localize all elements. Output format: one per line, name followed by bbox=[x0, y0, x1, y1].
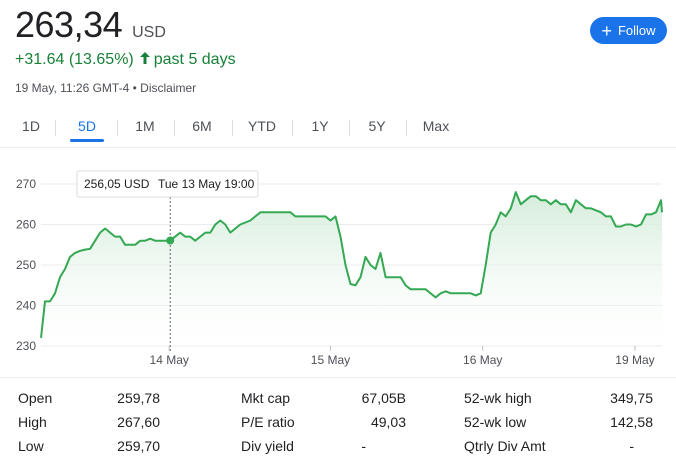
change-period: past 5 days bbox=[153, 51, 236, 68]
up-arrow-icon bbox=[139, 51, 150, 69]
tab-1m[interactable]: 1M bbox=[135, 118, 155, 134]
stat-value: 142,58 bbox=[610, 414, 653, 430]
stat-52wk-high: 52-wk high 349,75 bbox=[464, 388, 653, 408]
tab-divider bbox=[292, 120, 293, 136]
stat-value: 49,03 bbox=[370, 414, 406, 430]
stat-pe-ratio: P/E ratio 49,03 bbox=[241, 412, 406, 432]
stat-52wk-low: 52-wk low 142,58 bbox=[464, 412, 653, 432]
follow-button[interactable]: + Follow bbox=[590, 17, 667, 44]
stat-label: Div yield bbox=[241, 438, 294, 454]
price-chart[interactable]: 270 260 250 240 230 14 May 15 May 16 May 19 May… bbox=[0, 152, 676, 374]
meta-separator: • bbox=[132, 81, 137, 95]
tab-divider bbox=[117, 120, 118, 136]
price-area-fill bbox=[41, 192, 662, 346]
tab-divider bbox=[349, 120, 350, 136]
price-header: 263,34 USD bbox=[15, 4, 166, 46]
stat-open: Open 259,78 bbox=[18, 388, 160, 408]
current-price: 263,34 bbox=[15, 4, 123, 45]
stat-value: - bbox=[629, 438, 634, 454]
stat-label: 52-wk low bbox=[464, 414, 527, 430]
stat-qtrly-div: Qtrly Div Amt - bbox=[464, 436, 634, 456]
stat-label: High bbox=[18, 414, 47, 430]
stat-label: Qtrly Div Amt bbox=[464, 438, 546, 454]
tab-6m[interactable]: 6M bbox=[192, 118, 212, 134]
stat-value: 67,05B bbox=[361, 390, 406, 406]
x-tick-label: 19 May bbox=[615, 353, 654, 367]
y-tick-label: 250 bbox=[16, 258, 36, 272]
disclaimer-link[interactable]: Disclaimer bbox=[140, 81, 197, 95]
follow-label: Follow bbox=[617, 23, 656, 38]
tooltip-value: 256,05 USD bbox=[84, 177, 150, 191]
price-change-row: +31.64 (13.65%) past 5 days bbox=[15, 51, 236, 69]
x-tick-label: 15 May bbox=[311, 353, 350, 367]
plus-icon: + bbox=[601, 20, 612, 41]
stat-value: 259,70 bbox=[117, 438, 160, 454]
hover-tooltip: 256,05 USD Tue 13 May 19:00 bbox=[76, 170, 259, 198]
tab-max[interactable]: Max bbox=[422, 118, 450, 134]
x-tick-label: 14 May bbox=[150, 353, 189, 367]
stat-label: 52-wk high bbox=[464, 390, 532, 406]
hover-point-marker bbox=[166, 236, 175, 245]
tab-5d[interactable]: 5D bbox=[70, 112, 104, 142]
stat-label: P/E ratio bbox=[241, 414, 295, 430]
stat-value: 267,60 bbox=[117, 414, 160, 430]
tooltip-date: Tue 13 May 19:00 bbox=[158, 177, 255, 191]
x-axis-ticks: 14 May 15 May 16 May 19 May bbox=[150, 346, 655, 367]
tab-ytd[interactable]: YTD bbox=[248, 118, 276, 134]
stat-label: Low bbox=[18, 438, 44, 454]
tab-divider bbox=[174, 120, 175, 136]
tab-1d[interactable]: 1D bbox=[22, 118, 40, 134]
tooltip-box bbox=[76, 170, 259, 198]
tab-1y[interactable]: 1Y bbox=[311, 118, 329, 134]
tab-divider bbox=[55, 120, 56, 136]
y-axis-ticks: 270 260 250 240 230 bbox=[16, 177, 36, 353]
x-tick-label: 16 May bbox=[463, 353, 502, 367]
stat-mkt-cap: Mkt cap 67,05B bbox=[241, 388, 406, 408]
stat-value: 349,75 bbox=[610, 390, 653, 406]
price-change: +31.64 (13.65%) bbox=[15, 51, 134, 68]
stats-divider bbox=[0, 377, 676, 378]
tab-divider bbox=[406, 120, 407, 136]
stat-value: - bbox=[361, 438, 366, 454]
y-tick-label: 260 bbox=[16, 218, 36, 232]
y-tick-label: 240 bbox=[16, 299, 36, 313]
range-tabs: 1D 5D 1M 6M YTD 1Y 5Y Max bbox=[0, 112, 676, 142]
y-tick-label: 270 bbox=[16, 177, 36, 191]
tab-5y[interactable]: 5Y bbox=[368, 118, 386, 134]
price-line-series bbox=[40, 191, 663, 339]
stat-label: Mkt cap bbox=[241, 390, 291, 406]
stat-div-yield: Div yield - bbox=[241, 436, 366, 456]
y-tick-label: 230 bbox=[16, 339, 36, 353]
tabs-divider bbox=[0, 147, 676, 148]
quote-timestamp: 19 May, 11:26 GMT-4 bbox=[15, 81, 130, 95]
stat-value: 259,78 bbox=[117, 390, 160, 406]
stat-high: High 267,60 bbox=[18, 412, 160, 432]
currency-code: USD bbox=[132, 24, 166, 41]
stat-low: Low 259,70 bbox=[18, 436, 160, 456]
quote-meta: 19 May, 11:26 GMT-4 • Disclaimer bbox=[15, 81, 196, 95]
tab-divider bbox=[232, 120, 233, 136]
stat-label: Open bbox=[18, 390, 53, 406]
